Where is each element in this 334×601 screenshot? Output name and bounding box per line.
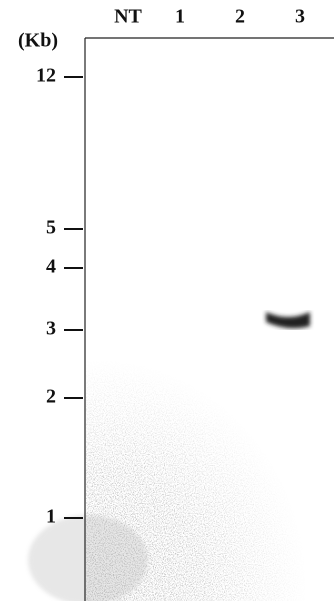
marker-label: 12 [36,65,56,87]
marker-label: 2 [46,386,56,408]
lane-label: 1 [175,6,185,28]
marker-label: 3 [46,318,56,340]
lane-label: 2 [235,6,245,28]
smear-core [28,515,148,601]
blot-figure: (Kb) NT1231254321 [0,0,334,601]
marker-label: 5 [46,217,56,239]
lane-label: 3 [295,6,305,28]
marker-label: 4 [46,256,56,278]
page: {"unit_label": "(Kb)", "lanes": ["NT", "… [0,0,334,601]
marker-label: 1 [46,506,56,528]
lane-label: NT [114,6,142,28]
unit-label: (Kb) [18,30,58,52]
